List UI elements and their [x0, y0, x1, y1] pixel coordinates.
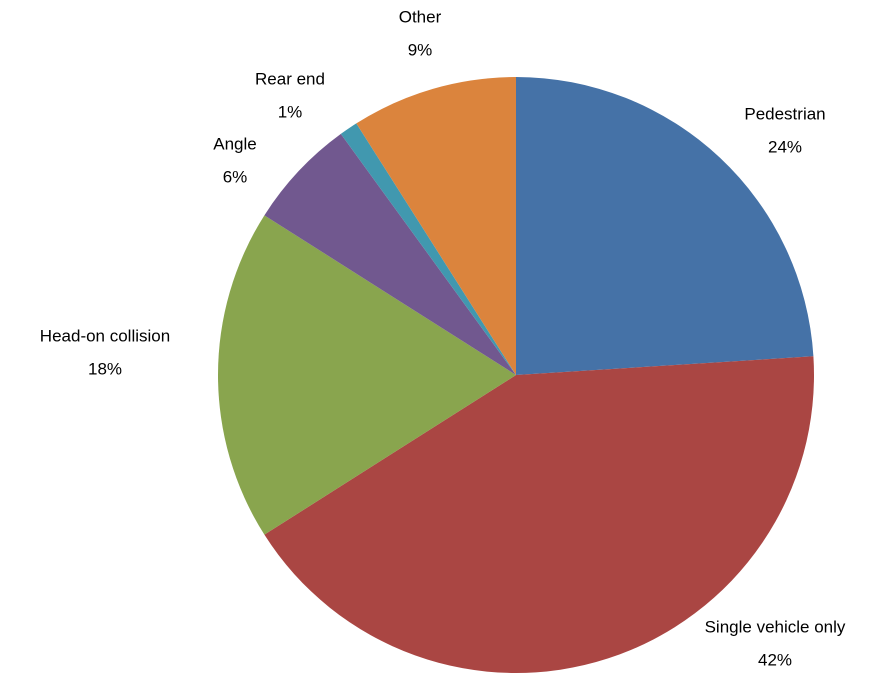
slice-label: Single vehicle only	[705, 617, 846, 636]
slice-label: Pedestrian	[744, 104, 825, 123]
slice-value-label: 24%	[768, 137, 802, 156]
slice-label: Rear end	[255, 69, 325, 88]
slice-label: Angle	[213, 134, 256, 153]
pie-slice	[218, 215, 517, 535]
pie-slice	[516, 77, 814, 375]
slice-label: Head-on collision	[40, 326, 170, 345]
slice-value-label: 6%	[223, 167, 248, 186]
pie-slice	[356, 77, 516, 375]
pie-slice	[264, 133, 516, 375]
slice-value-label: 18%	[88, 359, 122, 378]
slice-value-label: 1%	[278, 102, 303, 121]
slice-value-label: 9%	[408, 40, 433, 59]
pie-slice	[264, 356, 815, 673]
slice-label: Other	[399, 7, 442, 26]
pie-slice	[340, 123, 516, 375]
slice-value-label: 42%	[758, 650, 792, 669]
